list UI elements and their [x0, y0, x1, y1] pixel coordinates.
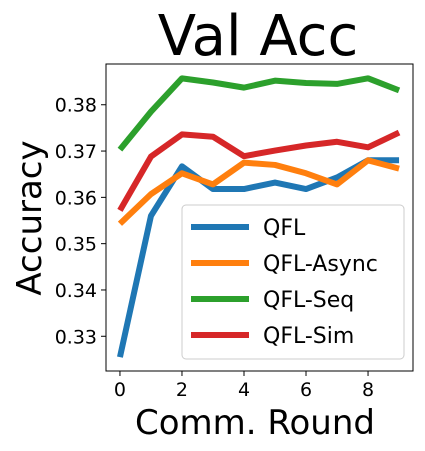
y-tick-label: 0.34	[55, 280, 97, 302]
y-tick-label: 0.37	[55, 141, 97, 163]
y-tick-label: 0.38	[55, 95, 97, 117]
y-tick-label: 0.33	[55, 326, 97, 348]
chart-title: Val Acc	[158, 4, 359, 69]
y-tick-label: 0.36	[55, 187, 97, 209]
legend-box	[181, 204, 405, 360]
y-axis-label: Accuracy	[10, 140, 50, 295]
series-line-qfl-seq	[117, 75, 401, 152]
series-line-qfl-async	[117, 157, 400, 226]
legend-label-qfl-async: QFL-Async	[263, 252, 378, 277]
series-line-qfl-sim	[117, 129, 401, 212]
x-tick-label: 2	[176, 379, 188, 401]
legend-label-qfl-seq: QFL-Seq	[263, 288, 354, 313]
axes-frame	[105, 63, 414, 372]
x-axis-label: Comm. Round	[135, 403, 375, 443]
plot-area: 0 2 4 6 8 0.33 0.34 0.35 0.36 0.37 0.38 QFL QFL-Asyn…	[55, 63, 414, 401]
legend: QFL QFL-Async QFL-Seq QFL-Sim	[181, 204, 405, 360]
x-tick-label: 8	[362, 379, 374, 401]
y-tick-label: 0.35	[55, 234, 97, 256]
legend-label-qfl-sim: QFL-Sim	[263, 324, 354, 349]
x-tick-label: 4	[238, 379, 250, 401]
x-tick-label: 6	[300, 379, 312, 401]
x-tick-label: 0	[114, 379, 126, 401]
legend-label-qfl: QFL	[263, 216, 306, 241]
